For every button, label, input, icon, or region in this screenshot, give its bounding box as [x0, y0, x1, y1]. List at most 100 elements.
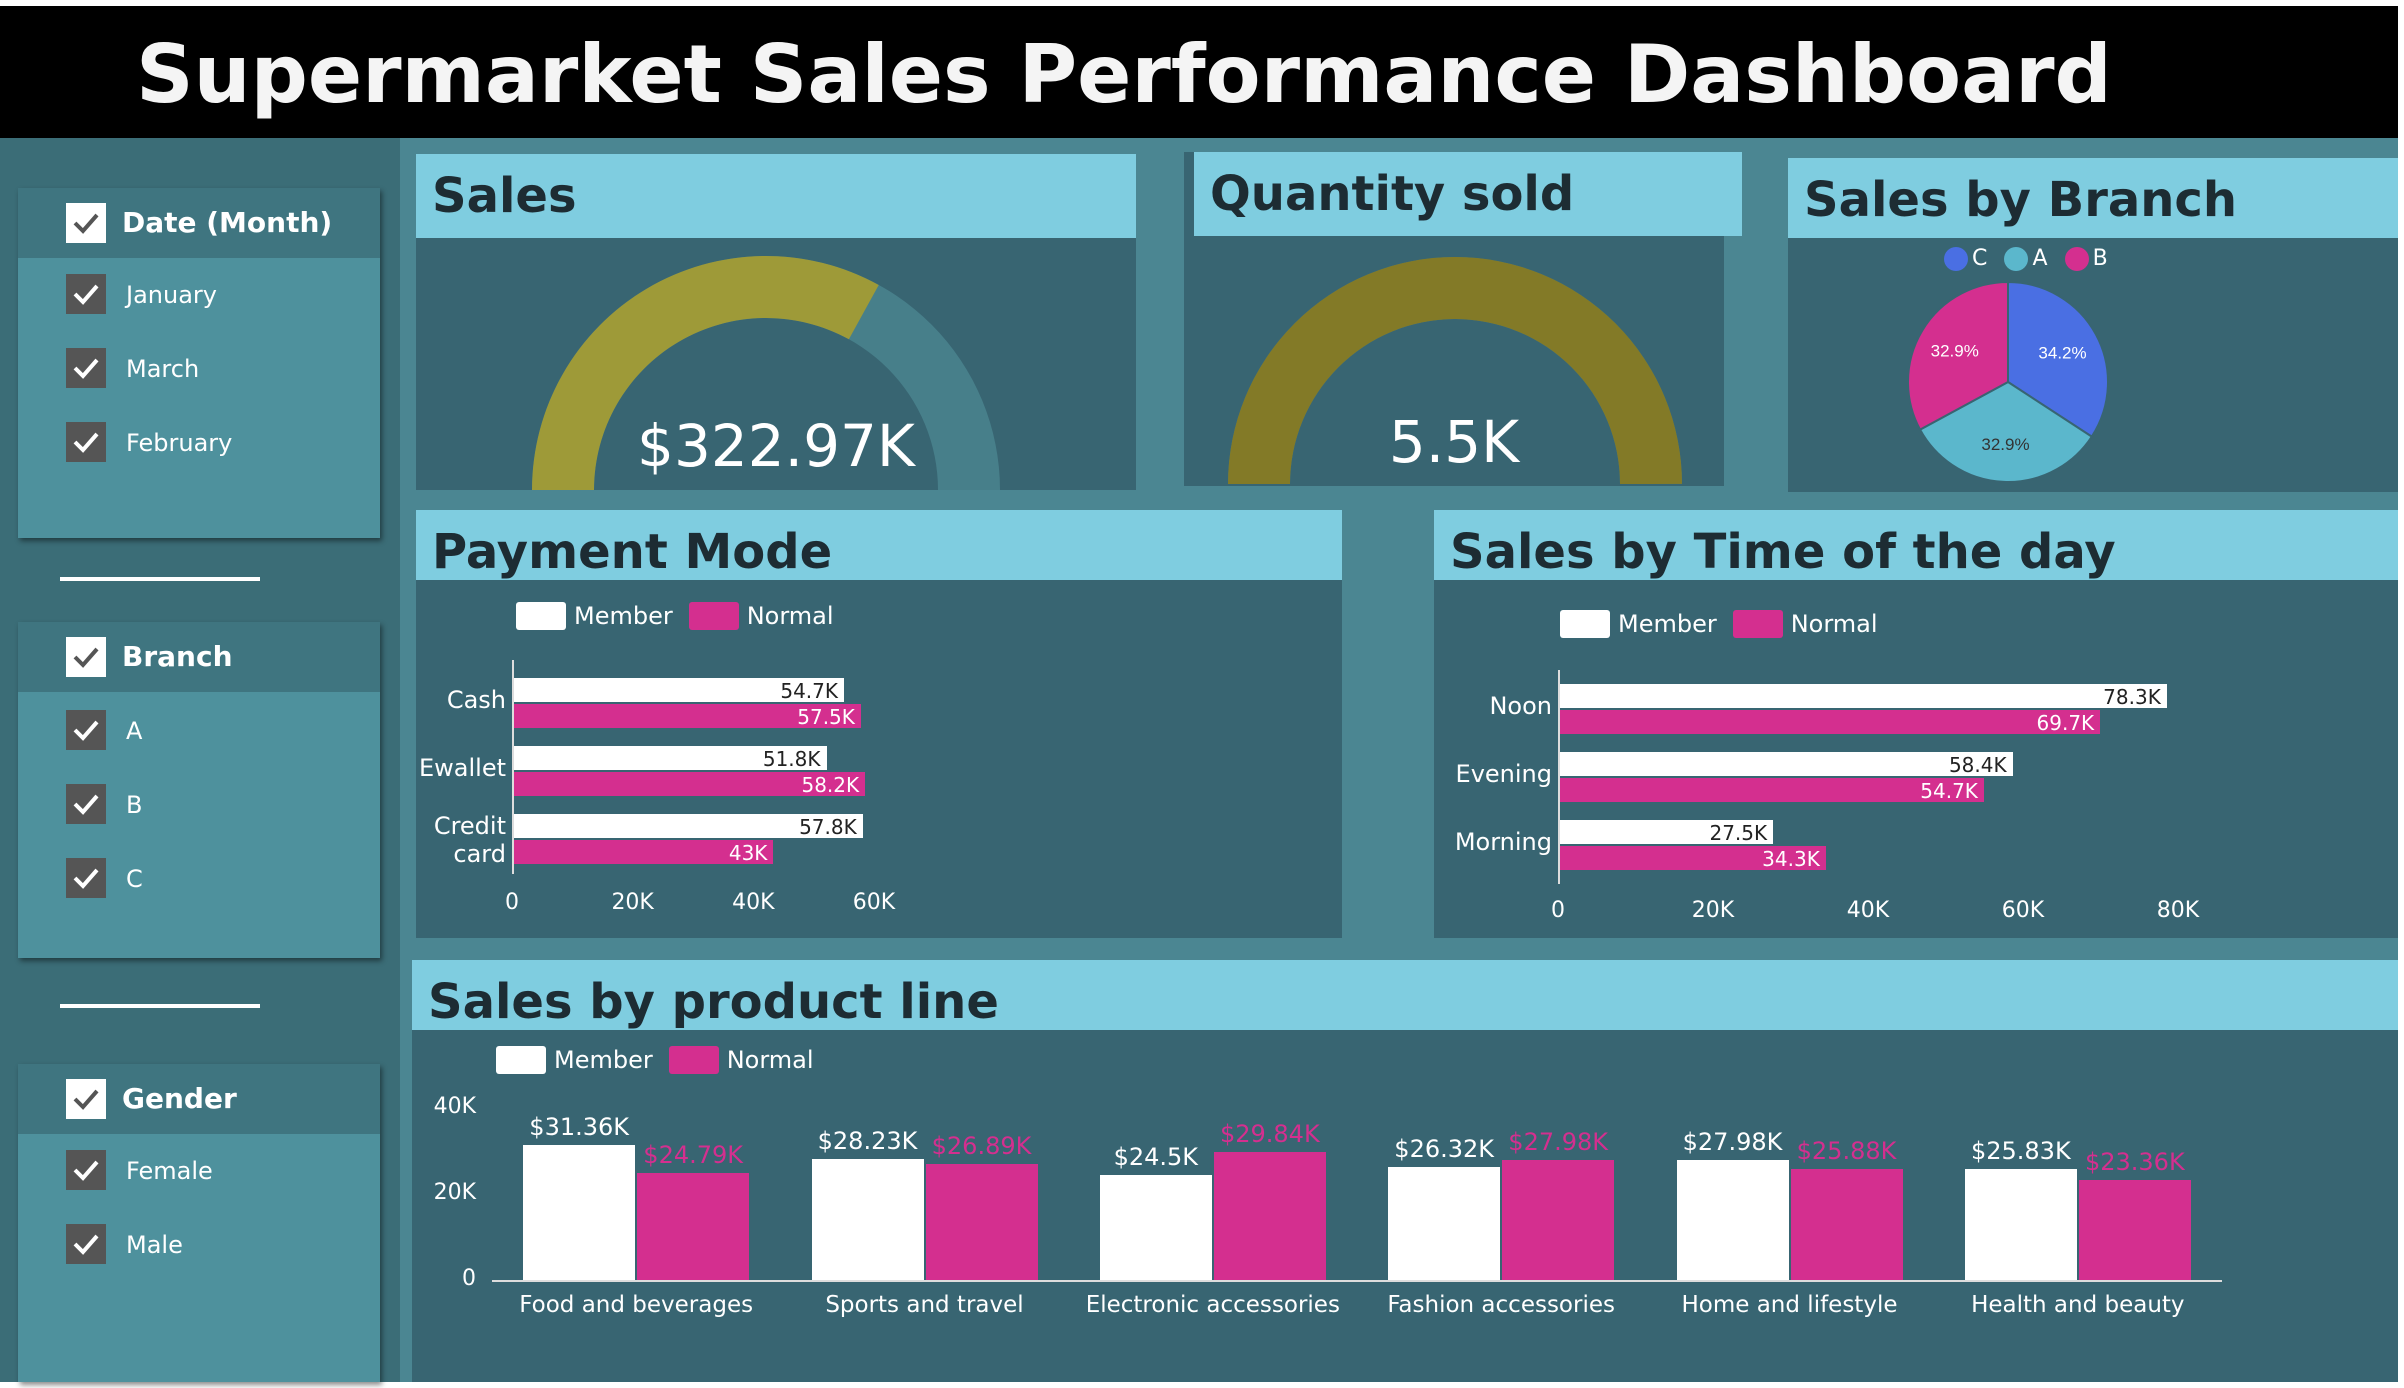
category-label: Health and beauty [1971, 1292, 2185, 1318]
legend-swatch-icon [668, 1046, 719, 1074]
legend-swatch-icon [1732, 610, 1783, 638]
gauge-fill [1228, 256, 1682, 484]
data-label: 51.8K [762, 747, 821, 771]
normal-bar [1790, 1168, 1903, 1280]
checkbox-checked-icon[interactable] [66, 422, 106, 462]
member-bar [514, 678, 845, 702]
legend-label: A [2032, 246, 2048, 271]
category-label: Sports and travel [825, 1292, 1024, 1318]
x-tick-label: 80K [2156, 898, 2200, 923]
data-label: $31.36K [529, 1113, 630, 1142]
data-label: $26.32K [1394, 1134, 1495, 1163]
sales-by-branch-card[interactable]: Sales by Branch C A B 34.2% 32.9% 32.9% [1788, 158, 2398, 492]
legend-label: C [1972, 246, 1988, 271]
data-label: $27.98K [1508, 1127, 1609, 1156]
slicer-item-label: Female [126, 1157, 213, 1185]
checkbox-checked-icon[interactable] [66, 858, 106, 898]
slicer-item-february[interactable]: February [18, 412, 380, 472]
sales-by-time-card[interactable]: Sales by Time of the day Member Normal Noo… [1434, 510, 2398, 938]
quantity-gauge [1228, 256, 1682, 484]
legend-label: Member [1618, 610, 1717, 638]
legend-item-member[interactable]: Member [1560, 610, 1717, 642]
data-label: $29.84K [1219, 1119, 1320, 1148]
data-label: 78.3K [2103, 685, 2161, 709]
normal-bar [1213, 1151, 1326, 1280]
checkbox-checked-icon[interactable] [66, 1150, 106, 1190]
legend-item-normal[interactable]: Normal [688, 602, 834, 634]
x-tick-label: 60K [2001, 898, 2045, 923]
category-label: Fashion accessories [1387, 1292, 1615, 1318]
normal-bar [1502, 1159, 1615, 1280]
payment-mode-card[interactable]: Payment Mode Member Normal Cash 54.7K 57.5K E… [416, 510, 1342, 938]
data-label: 34.3K [1762, 847, 1820, 871]
checkbox-checked-icon[interactable] [66, 274, 106, 314]
dashboard-title: Supermarket Sales Performance Dashboard [136, 28, 2112, 121]
sales-card[interactable]: Sales $322.97K [416, 154, 1136, 490]
checkbox-checked-icon[interactable] [66, 1224, 106, 1264]
data-label: 54.7K [1920, 779, 1978, 803]
legend-dot-icon [2064, 246, 2089, 271]
slicer-item-b[interactable]: B [18, 774, 380, 834]
legend-label: Normal [1790, 610, 1878, 638]
slicer-item-march[interactable]: March [18, 338, 380, 398]
select-all-checkbox[interactable] [66, 637, 106, 677]
title-bar: Sales by Time of the day [1434, 510, 2398, 580]
legend-item-b[interactable]: B [2064, 246, 2108, 271]
legend-dot-icon [2004, 246, 2029, 271]
divider [60, 577, 260, 581]
chart-title: Sales by product line [428, 974, 999, 1030]
title-bar: Sales [416, 154, 1136, 238]
legend-label: B [2092, 246, 2108, 271]
quantity-value: 5.5K [1388, 408, 1520, 476]
pie-legend: C A B [1944, 246, 2120, 271]
data-label: 58.2K [801, 773, 860, 797]
slicer-item-c[interactable]: C [18, 848, 380, 908]
legend-swatch-icon [516, 602, 566, 630]
legend-swatch-icon [496, 1046, 546, 1074]
checkbox-checked-icon[interactable] [66, 348, 106, 388]
gender-slicer-header[interactable]: Gender [18, 1064, 380, 1134]
select-all-checkbox[interactable] [66, 1079, 106, 1119]
branch-slicer-header[interactable]: Branch [18, 622, 380, 692]
month-slicer-header[interactable]: Date (Month) [18, 188, 380, 258]
legend-item-a[interactable]: A [2004, 246, 2048, 271]
slicer-item-male[interactable]: Male [18, 1214, 380, 1274]
legend-swatch-icon [688, 602, 739, 630]
data-label: 43K [728, 841, 768, 865]
legend-item-member[interactable]: Member [516, 602, 673, 634]
slicer-item-label: A [126, 717, 143, 745]
x-tick-label: 40K [1846, 898, 1890, 923]
quantity-card[interactable]: Quantity sold 5.5K [1184, 152, 1742, 486]
member-bar [1964, 1168, 2077, 1280]
slicer-item-female[interactable]: Female [18, 1140, 380, 1200]
slicer-item-a[interactable]: A [18, 700, 380, 760]
checkbox-checked-icon[interactable] [66, 784, 106, 824]
sales-by-branch-pie: 34.2% 32.9% 32.9% [1908, 280, 2109, 483]
category-label: Ewallet [418, 754, 506, 782]
legend-label: Member [554, 1046, 653, 1074]
slicer-title: Branch [122, 640, 233, 673]
slicer-item-label: March [126, 355, 200, 383]
legend-dot-icon [1944, 246, 1968, 271]
pie-slice-b[interactable] [1908, 280, 2009, 431]
sales-by-product-line-card[interactable]: Sales by product line Member Normal 40K 20K… [412, 960, 2398, 1382]
select-all-checkbox[interactable] [66, 203, 106, 243]
chart-legend: Member Normal [516, 602, 850, 634]
member-bar [1388, 1166, 1501, 1280]
legend-item-c[interactable]: C [1944, 246, 1987, 271]
chart-legend: Member Normal [496, 1046, 830, 1078]
category-label: Noon [1489, 692, 1552, 720]
data-label: $25.83K [1970, 1136, 2071, 1165]
legend-item-normal[interactable]: Normal [668, 1046, 814, 1078]
slicer-item-january[interactable]: January [18, 264, 380, 324]
normal-bar [514, 772, 866, 796]
y-tick-label: 20K [433, 1180, 476, 1205]
sales-gauge [532, 255, 1000, 490]
normal-bar [1560, 846, 1826, 870]
month-slicer: Date (Month) January March February [18, 188, 380, 538]
slicer-item-label: C [126, 865, 143, 893]
checkbox-checked-icon[interactable] [66, 710, 106, 750]
pie-slice-label: 32.9% [1981, 435, 2029, 454]
legend-item-normal[interactable]: Normal [1732, 610, 1878, 642]
legend-item-member[interactable]: Member [496, 1046, 653, 1078]
